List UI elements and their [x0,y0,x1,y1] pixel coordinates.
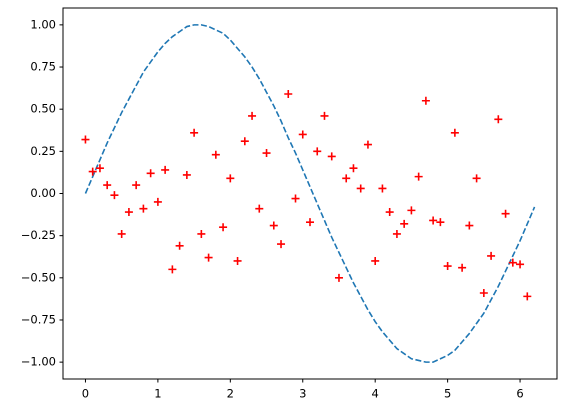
scatter-marker [443,262,452,271]
y-tick-label: −1.00 [21,355,56,369]
scatter-marker [95,164,104,173]
scatter-marker [363,140,372,149]
y-tick-label: 0.25 [30,144,56,158]
scatter-marker [378,184,387,193]
y-tick-label: 1.00 [30,17,56,31]
scatter-marker [197,229,206,238]
scatter-marker [385,208,394,217]
x-tick-label: 0 [82,387,89,401]
scatter-marker [277,240,286,249]
x-tick-label: 2 [227,387,234,401]
scatter-marker [175,241,184,250]
scatter-marker [458,263,467,272]
scatter-marker [146,169,155,178]
scatter-marker [226,174,235,183]
scatter-marker [487,251,496,260]
scatter-marker [392,229,401,238]
scatter-marker [356,184,365,193]
scatter-marker [269,221,278,230]
scatter-marker [479,288,488,297]
scatter-marker [313,147,322,156]
scatter-marker [494,115,503,124]
scatter-marker [407,206,416,215]
plot-frame [62,7,558,380]
scatter-marker [371,256,380,265]
x-tick-label: 1 [154,387,161,401]
scatter-marker [298,130,307,139]
y-tick-label: 0.75 [30,60,56,74]
scatter-marker [465,221,474,230]
scatter-marker [334,273,343,282]
scatter-marker [429,216,438,225]
scatter-marker [103,181,112,190]
scatter-marker [436,218,445,227]
scatter-marker [284,90,293,99]
scatter-marker [124,208,133,217]
scatter-marker [501,209,510,218]
line-series [84,24,536,363]
scatter-marker [240,137,249,146]
scatter-marker [211,150,220,159]
y-tick-label: 0.00 [30,186,56,200]
scatter-marker [204,253,213,262]
scatter-marker [117,229,126,238]
scatter-marker [472,174,481,183]
scatter-marker [255,204,264,213]
scatter-marker [110,191,119,200]
scatter-marker [81,135,90,144]
scatter-marker [400,219,409,228]
scatter-marker [168,265,177,274]
x-tick-label: 4 [372,387,379,401]
scatter-marker [349,164,358,173]
scatter-marker [450,128,459,137]
scatter-marker [421,96,430,105]
scatter-marker [414,172,423,181]
x-tick-label: 5 [444,387,451,401]
x-tick-label: 3 [299,387,306,401]
y-tick-label: −0.25 [21,228,56,242]
y-tick-label: −0.75 [21,312,56,326]
scatter-marker [516,260,525,269]
scatter-marker [291,194,300,203]
y-tick-label: −0.50 [21,270,56,284]
scatter-marker [190,128,199,137]
scatter-marker [219,223,228,232]
scatter-marker [233,256,242,265]
scatter-marker [327,152,336,161]
scatter-marker [139,204,148,213]
scatter-marker [523,292,532,301]
scatter-marker [320,111,329,120]
scatter-marker [508,258,517,267]
scatter-marker [342,174,351,183]
x-tick-label: 6 [516,387,523,401]
scatter-marker [306,218,314,227]
scatter-marker [153,197,162,206]
scatter-marker [132,181,141,190]
scatter-marker [88,167,97,176]
scatter-marker [161,165,170,174]
y-tick-label: 0.50 [30,102,56,116]
scatter-marker [262,149,271,158]
scatter-marker [182,170,191,179]
scatter-marker [248,111,257,120]
